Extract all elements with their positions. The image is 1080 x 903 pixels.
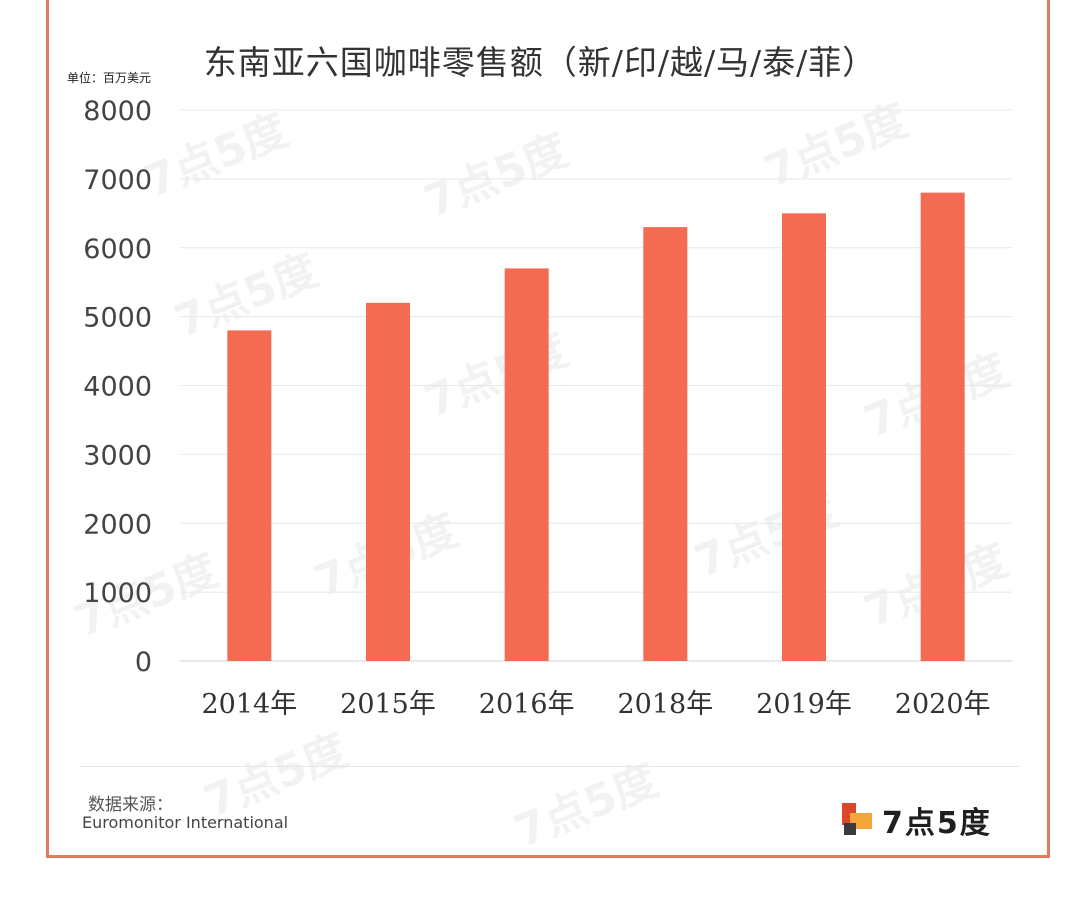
brand-logo-text: 7点5度 xyxy=(882,806,992,841)
y-tick-label: 0 xyxy=(135,647,152,678)
x-tick-label: 2019年 xyxy=(756,689,852,720)
x-tick-label: 2014年 xyxy=(201,689,297,720)
x-tick-label: 2015年 xyxy=(340,689,436,720)
source-value: Euromonitor International xyxy=(82,813,289,832)
x-tick-label: 2018年 xyxy=(617,689,713,720)
brand-logo: 7点5度 xyxy=(840,798,992,842)
x-tick-label: 2020年 xyxy=(895,689,991,720)
chart-title: 东南亚六国咖啡零售额（新/印/越/马/泰/菲） xyxy=(203,43,877,82)
x-tick-label: 2016年 xyxy=(479,689,575,720)
bar xyxy=(782,213,826,661)
brand-logo-icon xyxy=(840,801,878,839)
y-tick-label: 6000 xyxy=(83,234,152,265)
y-tick-label: 7000 xyxy=(83,165,152,196)
y-tick-label: 8000 xyxy=(83,96,152,127)
source-label: 数据来源： xyxy=(88,795,173,815)
unit-label: 单位：百万美元 xyxy=(67,71,152,85)
bar xyxy=(643,227,688,661)
y-tick-label: 4000 xyxy=(83,372,152,403)
footer-divider xyxy=(80,766,1020,767)
bar xyxy=(920,192,965,661)
y-tick-label: 5000 xyxy=(83,303,152,334)
bar xyxy=(504,268,549,661)
y-tick-label: 1000 xyxy=(83,578,152,609)
y-tick-label: 2000 xyxy=(83,509,152,540)
y-tick-label: 3000 xyxy=(83,440,152,471)
bar xyxy=(227,330,272,661)
bar xyxy=(366,302,410,661)
